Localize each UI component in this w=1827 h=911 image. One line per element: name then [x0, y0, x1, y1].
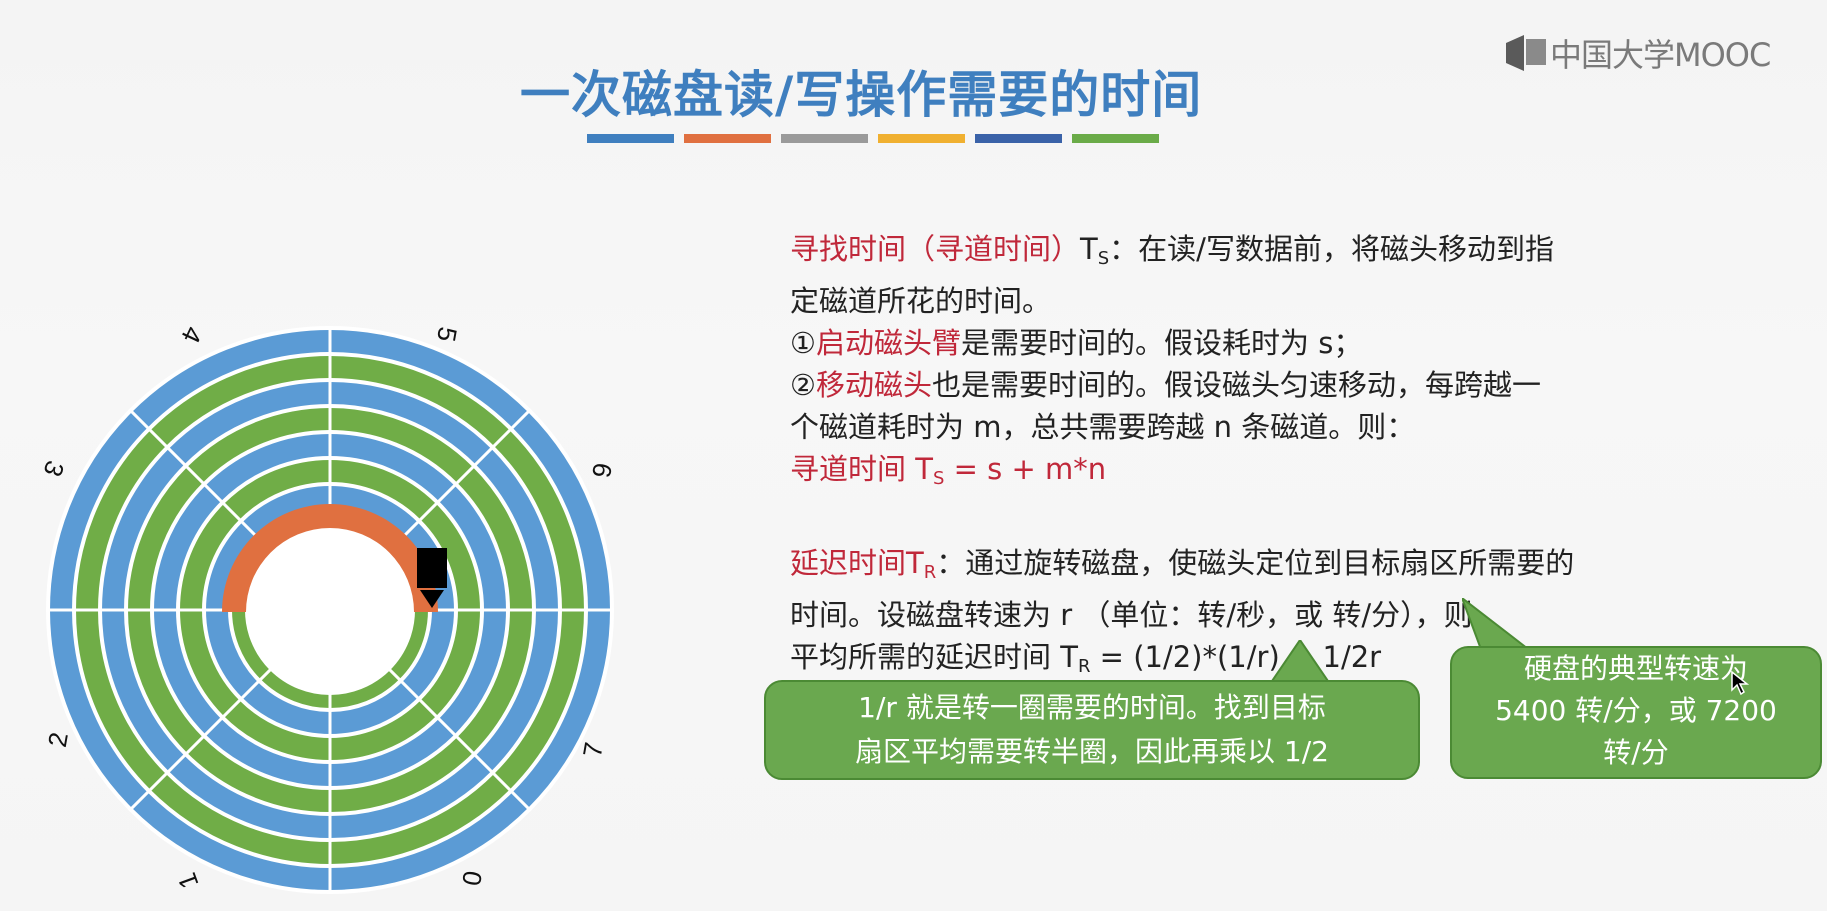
latency-heading: 延迟时间T: [790, 546, 924, 580]
accent-bar: [587, 134, 674, 143]
item2-text: 也是需要时间的。假设磁头匀速移动，每跨越一: [932, 368, 1542, 402]
rotation-arc: [222, 504, 438, 612]
sector-divider: [388, 668, 532, 812]
sector-divider: [128, 668, 272, 812]
head-arrow-icon: [420, 590, 444, 608]
seek-formula: 寻道时间 TS = s + m*n: [790, 448, 1770, 500]
latency-formula-rest: = (1/2)*(1/r) = 1/2r: [1090, 640, 1382, 674]
accent-bar: [1072, 134, 1159, 143]
callout-typical-speed: 硬盘的典型转速为 5400 转/分，或 7200 转/分: [1450, 646, 1822, 779]
sector-dividers: [46, 326, 614, 894]
latency-desc-line2: 时间。设磁盘转速为 r （单位：转/秒，或 转/分），则: [790, 598, 1473, 632]
seek-item2-cont: 个磁道耗时为 m，总共需要跨越 n 条磁道。则：: [790, 410, 1416, 444]
accent-bar: [781, 134, 868, 143]
latency-formula-sub: R: [1077, 656, 1091, 677]
callout-left-line2: 扇区平均需要转半圈，因此再乘以 1/2: [855, 735, 1329, 768]
content-text: 寻找时间（寻道时间）TS：在读/写数据前，将磁头移动到指 定磁道所花的时间。 ①…: [790, 228, 1770, 688]
sector-label: 6: [586, 461, 618, 480]
sector-divider: [388, 408, 532, 552]
sector-label: 0: [456, 869, 488, 888]
item1-highlight: 启动磁头臂: [816, 326, 962, 360]
callout-half-rotation: 1/r 就是转一圈需要的时间。找到目标 扇区平均需要转半圈，因此再乘以 1/2: [764, 680, 1420, 780]
accent-bar: [975, 134, 1062, 143]
mooc-logo: 中国大学MOOC: [1506, 30, 1771, 76]
callout-left-line1: 1/r 就是转一圈需要的时间。找到目标: [858, 691, 1326, 724]
seek-symbol-sub: S: [1097, 248, 1110, 269]
seek-formula-label: 寻道时间 T: [790, 452, 933, 486]
spacer: [790, 500, 1770, 542]
sector-label: 2: [42, 730, 74, 749]
callout-right-line3: 转/分: [1603, 736, 1669, 769]
sector-label: 3: [40, 457, 71, 481]
seek-item1: ①启动磁头臂是需要时间的。假设耗时为 s；: [790, 322, 1770, 364]
seek-formula-rest: = s + m*n: [944, 452, 1107, 486]
seek-desc: ：在读/写数据前，将磁头移动到指: [1109, 232, 1554, 266]
item1-text: 是需要时间的。假设耗时为 s；: [961, 326, 1363, 360]
accent-bars: [587, 134, 1159, 143]
callout-right-line2: 5400 转/分，或 7200: [1495, 694, 1777, 727]
mooc-logo-icon: [1506, 35, 1546, 71]
latency-desc: ：通过旋转磁盘，使磁头定位到目标扇区所需要的: [936, 546, 1575, 580]
callout-left-pointer: [1270, 640, 1332, 684]
sector-divider: [128, 408, 272, 552]
logo-text: 中国大学MOOC: [1550, 36, 1771, 74]
mouse-cursor-icon: [1731, 670, 1750, 696]
seek-heading: 寻找时间（寻道时间）: [790, 232, 1081, 266]
seek-formula-sub: S: [932, 468, 945, 489]
sector-label: 1: [171, 869, 204, 893]
sector-label: 7: [577, 740, 609, 759]
item2-marker: ②: [790, 368, 816, 402]
seek-symbol: T: [1080, 232, 1098, 266]
seek-desc-line2: 定磁道所花的时间。: [790, 284, 1052, 318]
item2-highlight: 移动磁头: [816, 368, 933, 402]
sector-label: 4: [175, 322, 208, 348]
accent-bar: [684, 134, 771, 143]
seek-heading-line: 寻找时间（寻道时间）TS：在读/写数据前，将磁头移动到指: [790, 228, 1770, 280]
latency-heading-sub: R: [923, 562, 937, 583]
latency-formula: 平均所需的延迟时间 TR = (1/2)*(1/r) = 1/2r: [790, 636, 1770, 688]
disk-diagram: 0 1 2 3 4 5 6 7: [40, 322, 618, 894]
callout-right-line1: 硬盘的典型转速为: [1523, 652, 1748, 685]
read-write-head: [417, 548, 447, 588]
item1-marker: ①: [790, 326, 816, 360]
seek-item2: ②移动磁头也是需要时间的。假设磁头匀速移动，每跨越一: [790, 364, 1770, 406]
slide-title: 一次磁盘读/写操作需要的时间: [520, 66, 1203, 124]
latency-heading-line: 延迟时间TR：通过旋转磁盘，使磁头定位到目标扇区所需要的: [790, 542, 1770, 594]
latency-formula-label: 平均所需的延迟时间 T: [790, 640, 1078, 674]
sector-label: 5: [431, 325, 463, 344]
accent-bar: [878, 134, 965, 143]
